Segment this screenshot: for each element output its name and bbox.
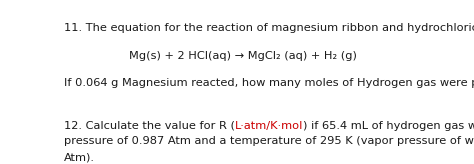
Text: 11. The equation for the reaction of magnesium ribbon and hydrochloric acid is: 11. The equation for the reaction of mag…: [64, 23, 474, 33]
Text: Atm).: Atm).: [64, 152, 95, 162]
Text: If 0.064 g Magnesium reacted, how many moles of Hydrogen gas were produced? (Mg : If 0.064 g Magnesium reacted, how many m…: [64, 78, 474, 88]
Text: ) if 65.4 mL of hydrogen gas was collected at a barometric: ) if 65.4 mL of hydrogen gas was collect…: [303, 121, 474, 131]
Text: L·atm/K·mol: L·atm/K·mol: [235, 121, 303, 131]
Text: Mg(s) + 2 HCl(aq) → MgCl₂ (aq) + H₂ (g): Mg(s) + 2 HCl(aq) → MgCl₂ (aq) + H₂ (g): [129, 51, 357, 61]
Text: 12. Calculate the value for R (: 12. Calculate the value for R (: [64, 121, 235, 131]
Text: pressure of 0.987 Atm and a temperature of 295 K (vapor pressure of water at thi: pressure of 0.987 Atm and a temperature …: [64, 136, 474, 146]
